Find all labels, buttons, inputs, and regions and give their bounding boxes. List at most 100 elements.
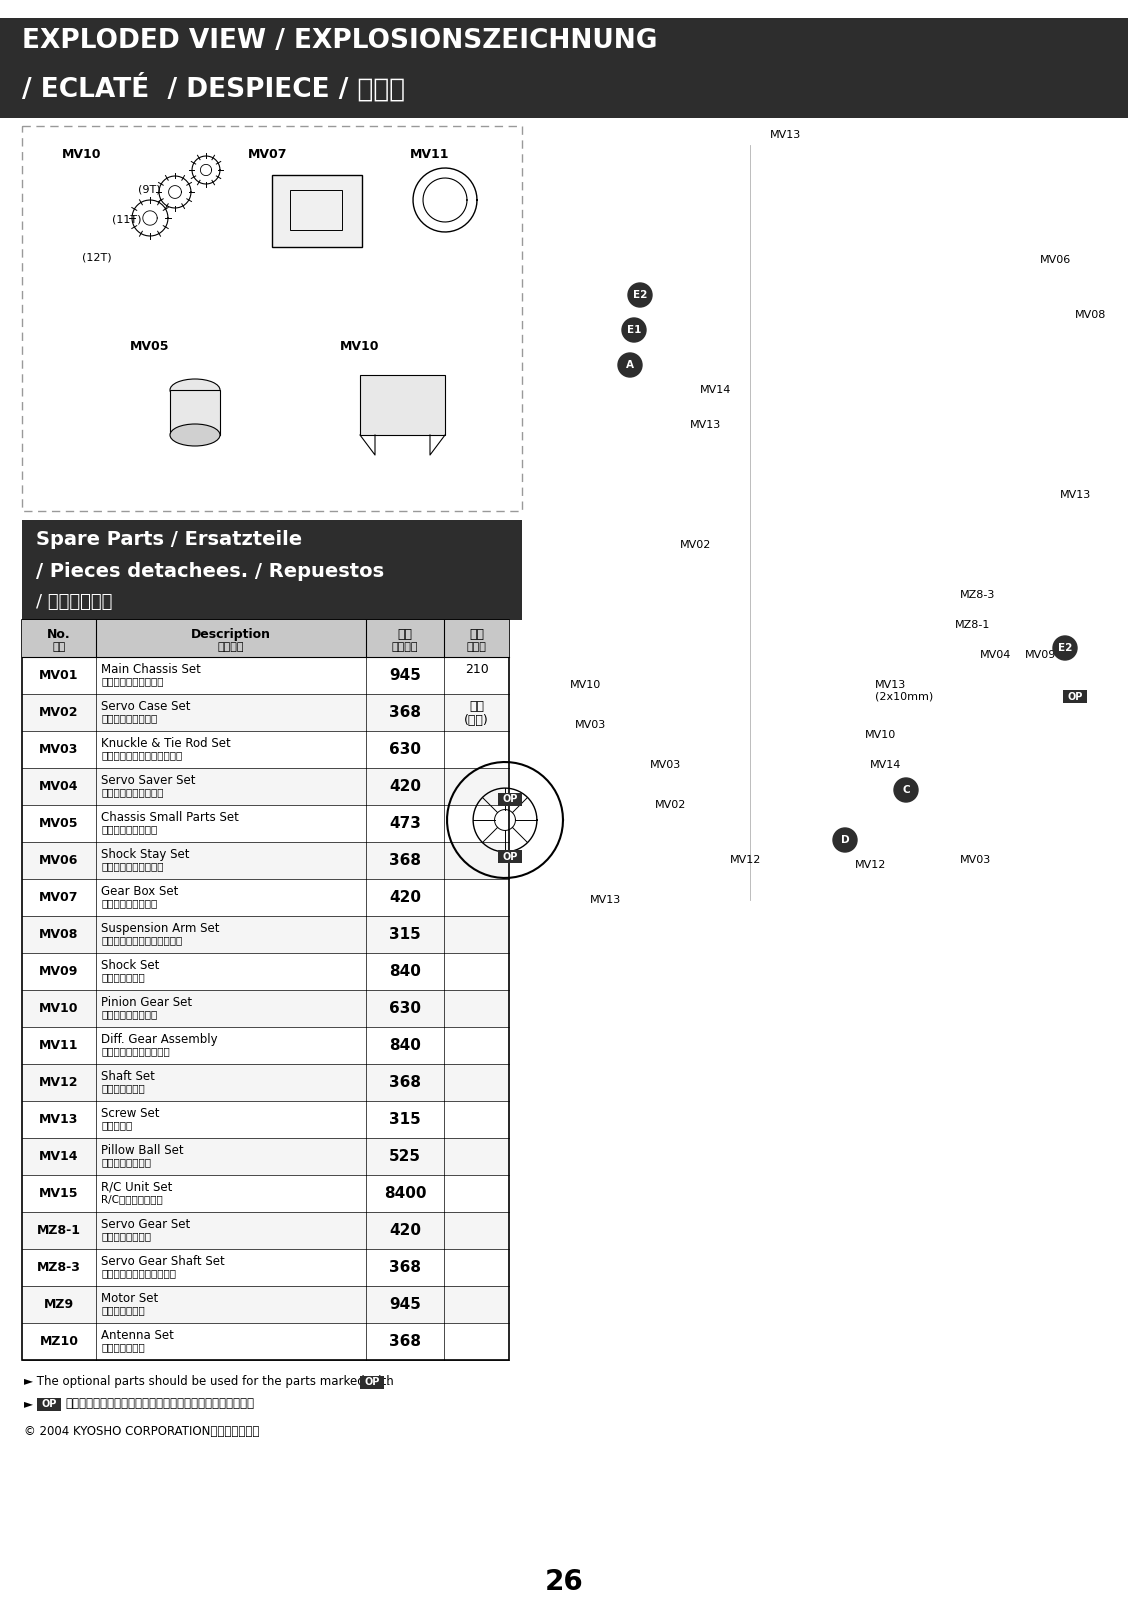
- Text: 630: 630: [389, 742, 421, 757]
- Text: 525: 525: [389, 1149, 421, 1165]
- Text: の印が付いたパーツはオプションパーツをご利用ください。: の印が付いたパーツはオプションパーツをご利用ください。: [65, 1397, 254, 1410]
- Text: サーボケースセット: サーボケースセット: [102, 714, 157, 723]
- Text: MZ8-3: MZ8-3: [960, 590, 995, 600]
- Text: ピロボールセット: ピロボールセット: [102, 1157, 151, 1166]
- Text: Shock Stay Set: Shock Stay Set: [102, 848, 190, 861]
- Text: ダンパーセット: ダンパーセット: [102, 971, 144, 982]
- Text: MZ8-1: MZ8-1: [37, 1224, 81, 1237]
- Text: 一律: 一律: [469, 701, 484, 714]
- Text: 630: 630: [389, 1002, 421, 1016]
- Text: (12T): (12T): [82, 251, 112, 262]
- Text: シャフトセット: シャフトセット: [102, 1083, 144, 1093]
- Text: MV02: MV02: [655, 800, 686, 810]
- Text: E2: E2: [633, 290, 647, 301]
- Text: MV07: MV07: [248, 149, 288, 162]
- Text: MV15: MV15: [39, 1187, 79, 1200]
- Bar: [23, 619, 509, 1360]
- Text: MV03: MV03: [575, 720, 606, 730]
- Text: ► The optional parts should be used for the parts marked with: ► The optional parts should be used for …: [24, 1374, 394, 1387]
- Text: アンテナセット: アンテナセット: [102, 1342, 144, 1352]
- Bar: [23, 731, 509, 768]
- Text: MV08: MV08: [1075, 310, 1107, 320]
- Text: 840: 840: [389, 1038, 421, 1053]
- Text: MV02: MV02: [680, 541, 712, 550]
- Bar: [290, 190, 342, 230]
- Text: MV08: MV08: [39, 928, 79, 941]
- Text: 368: 368: [389, 1334, 421, 1349]
- Text: 26: 26: [545, 1568, 583, 1597]
- Text: MV01: MV01: [39, 669, 79, 682]
- Text: 368: 368: [389, 853, 421, 867]
- Text: MV05: MV05: [130, 341, 169, 354]
- Text: Pinion Gear Set: Pinion Gear Set: [102, 995, 192, 1010]
- Text: Suspension Arm Set: Suspension Arm Set: [102, 922, 220, 934]
- Text: / Pieces detachees. / Repuestos: / Pieces detachees. / Repuestos: [36, 562, 385, 581]
- Text: MV10: MV10: [39, 1002, 79, 1014]
- Text: ギヤボックスセット: ギヤボックスセット: [102, 898, 157, 909]
- Text: ダンパーステーセット: ダンパーステーセット: [102, 861, 164, 870]
- Text: OP: OP: [502, 851, 518, 861]
- Text: Diff. Gear Assembly: Diff. Gear Assembly: [102, 1034, 218, 1046]
- Bar: [23, 1138, 509, 1174]
- Bar: [23, 915, 509, 954]
- Bar: [23, 1286, 509, 1323]
- Circle shape: [1054, 635, 1077, 659]
- Text: MV13: MV13: [1060, 490, 1091, 499]
- Text: Chassis Small Parts Set: Chassis Small Parts Set: [102, 811, 239, 824]
- Text: E1: E1: [627, 325, 641, 334]
- Text: MZ10: MZ10: [39, 1334, 79, 1347]
- Bar: [1063, 690, 1087, 702]
- Circle shape: [832, 829, 857, 851]
- Bar: [23, 990, 509, 1027]
- Text: ナックル＆タイロッドセット: ナックル＆タイロッドセット: [102, 750, 183, 760]
- Text: 定価: 定価: [397, 627, 413, 642]
- Text: ビスセット: ビスセット: [102, 1120, 132, 1130]
- Text: MV10: MV10: [570, 680, 601, 690]
- Text: MV09: MV09: [39, 965, 79, 978]
- Text: Pillow Ball Set: Pillow Ball Set: [102, 1144, 184, 1157]
- Text: E2: E2: [1058, 643, 1073, 653]
- Circle shape: [895, 778, 918, 802]
- Text: MV07: MV07: [39, 891, 79, 904]
- Text: (11T): (11T): [112, 214, 141, 226]
- Text: 420: 420: [389, 1222, 421, 1238]
- Text: メインシャシーセット: メインシャシーセット: [102, 675, 164, 686]
- Text: OP: OP: [502, 795, 518, 805]
- Text: MV10: MV10: [340, 341, 379, 354]
- Text: MV12: MV12: [39, 1075, 79, 1090]
- Text: OP: OP: [364, 1378, 380, 1387]
- Text: MV03: MV03: [960, 854, 992, 866]
- Text: C: C: [902, 786, 910, 795]
- Text: 発送: 発送: [469, 627, 484, 642]
- Bar: [23, 768, 509, 805]
- Text: MZ9: MZ9: [44, 1298, 74, 1310]
- Text: 手数料: 手数料: [467, 642, 486, 653]
- Text: モーターセット: モーターセット: [102, 1306, 144, 1315]
- Text: デフギヤアッセンブリー: デフギヤアッセンブリー: [102, 1046, 169, 1056]
- Text: 品番: 品番: [52, 642, 65, 653]
- Bar: [23, 805, 509, 842]
- Text: ►: ►: [24, 1397, 33, 1410]
- Text: 420: 420: [389, 890, 421, 906]
- Text: D: D: [840, 835, 849, 845]
- Bar: [23, 1101, 509, 1138]
- Text: サーボセーバーセット: サーボセーバーセット: [102, 787, 164, 797]
- Ellipse shape: [170, 379, 220, 402]
- Bar: [23, 954, 509, 990]
- Bar: [23, 658, 509, 694]
- Text: MV03: MV03: [39, 742, 79, 757]
- Bar: [23, 694, 509, 731]
- Text: 473: 473: [389, 816, 421, 830]
- Text: (9T): (9T): [138, 186, 160, 195]
- Bar: [23, 619, 509, 658]
- Text: MV12: MV12: [855, 861, 887, 870]
- Text: OP: OP: [42, 1398, 56, 1410]
- Text: A: A: [626, 360, 634, 370]
- Text: MV13: MV13: [590, 894, 622, 906]
- Text: MV14: MV14: [39, 1150, 79, 1163]
- Bar: [23, 520, 522, 619]
- Text: R/C Unit Set: R/C Unit Set: [102, 1181, 173, 1194]
- Bar: [360, 1376, 384, 1389]
- Text: 945: 945: [389, 669, 421, 683]
- Text: Servo Gear Set: Servo Gear Set: [102, 1218, 191, 1230]
